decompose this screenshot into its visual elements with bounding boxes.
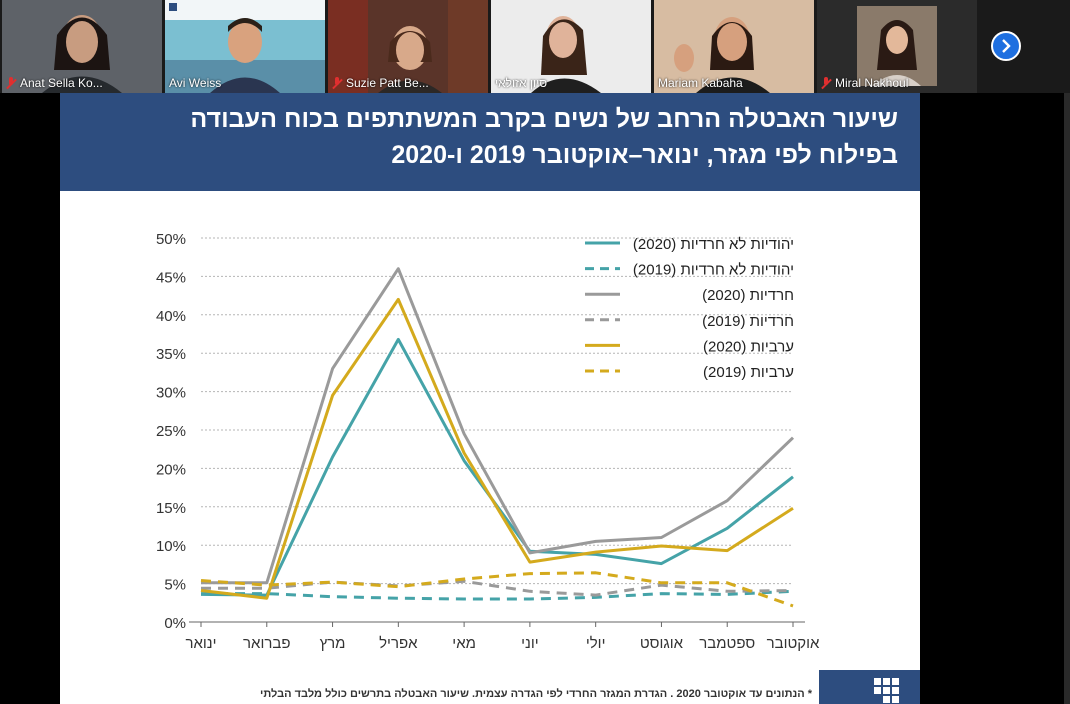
participant-tile[interactable]: Avi Weiss	[165, 0, 325, 93]
participant-name: Suzie Patt Be...	[332, 76, 429, 90]
y-tick-label: 0%	[164, 615, 186, 632]
x-tick-label: פברואר	[243, 635, 290, 652]
y-tick-label: 45%	[156, 269, 186, 286]
series-line	[201, 579, 794, 597]
taub-logo	[819, 670, 920, 704]
legend-label: חרדיות (2019)	[702, 313, 794, 330]
participant-name: Avi Weiss	[169, 76, 222, 90]
participant-name: Miral Nakhoul	[821, 76, 908, 90]
mic-muted-icon	[332, 77, 342, 89]
x-tick-label: מאי	[452, 635, 476, 652]
participant-strip: Anat Sella Ko... Avi Weiss Suzie Patt Be…	[0, 0, 1070, 93]
next-page-button[interactable]	[991, 31, 1021, 61]
series-line	[201, 589, 794, 601]
legend-label: חרדיות (2020)	[702, 287, 794, 304]
shared-slide: שיעור האבטלה הרחב של נשים בקרב המשתתפים …	[60, 93, 920, 704]
slide-title-line2: בפילוח לפי מגזר, ינואר–אוקטובר 2019 ו-20…	[391, 141, 898, 169]
participant-video	[165, 0, 325, 93]
participant-tile[interactable]: Suzie Patt Be...	[328, 0, 488, 93]
series-line	[200, 571, 794, 608]
x-tick-label: אוגוסט	[640, 635, 684, 652]
y-tick-label: 40%	[156, 308, 186, 325]
participant-name: Anat Sella Ko...	[6, 76, 103, 90]
y-tick-label: 20%	[156, 461, 186, 478]
x-tick-label: אפריל	[379, 635, 418, 652]
participant-tile[interactable]: Anat Sella Ko...	[2, 0, 162, 93]
y-tick-label: 5%	[164, 577, 186, 594]
participant-video	[328, 0, 488, 93]
x-tick-label: מרץ	[320, 635, 346, 652]
y-tick-label: 35%	[156, 346, 186, 363]
series-line	[201, 267, 795, 585]
legend-label: יהודיות לא חרדיות (2020)	[633, 236, 794, 253]
slide-header: שיעור האבטלה הרחב של נשים בקרב המשתתפים …	[60, 93, 920, 191]
mic-muted-icon	[821, 77, 831, 89]
participant-name: Mariam Kabaha	[658, 76, 743, 90]
slide-title: שיעור האבטלה הרחב של נשים בקרב המשתתפים …	[98, 101, 898, 173]
participant-tile[interactable]: סיון אזולאי	[491, 0, 651, 93]
scroll-edge	[1064, 93, 1070, 704]
legend-label: ערביות (2020)	[703, 338, 794, 355]
legend-label: יהודיות לא חרדיות (2019)	[633, 262, 794, 279]
x-tick-label: ינואר	[185, 635, 216, 652]
line-chart: 0% 5% 10% 15% 20% 25% 30% 35% 40% 45% 50% ינואר פברו…	[156, 231, 820, 652]
participant-video	[817, 0, 977, 93]
chevron-right-icon	[1002, 39, 1011, 53]
y-tick-label: 15%	[156, 500, 186, 517]
y-tick-label: 50%	[156, 231, 186, 248]
legend-label: ערביות (2019)	[703, 364, 794, 381]
series-line	[200, 297, 794, 600]
participant-tile-active[interactable]: Mariam Kabaha	[654, 0, 814, 93]
y-tick-label: 25%	[156, 423, 186, 440]
slide-footnote: * הנתונים עד אוקטובר 2020 . הגדרת המגזר …	[260, 688, 812, 700]
y-tick-label: 10%	[156, 538, 186, 555]
participant-video	[654, 0, 814, 93]
mic-muted-icon	[6, 77, 16, 89]
x-tick-label: ספטמבר	[699, 635, 755, 652]
x-tick-label: יוני	[521, 635, 539, 652]
x-tick-label: אוקטובר	[767, 635, 820, 652]
participant-video	[491, 0, 651, 93]
x-tick-label: יולי	[586, 635, 606, 652]
slide-title-line1: שיעור האבטלה הרחב של נשים בקרב המשתתפים …	[190, 105, 898, 133]
participant-name: סיון אזולאי	[495, 76, 548, 90]
y-tick-label: 30%	[156, 385, 186, 402]
participant-tile[interactable]: Miral Nakhoul	[817, 0, 977, 93]
participant-video	[2, 0, 162, 93]
